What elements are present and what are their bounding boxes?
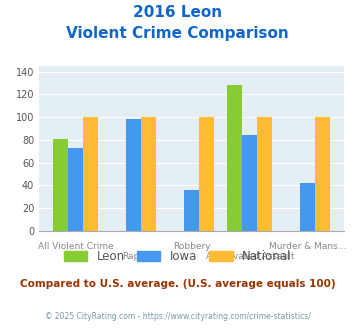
Bar xyxy=(315,117,331,231)
Text: 2016 Leon: 2016 Leon xyxy=(133,5,222,20)
Text: Aggravated Assault: Aggravated Assault xyxy=(206,252,294,261)
Bar xyxy=(53,139,68,231)
Bar xyxy=(300,183,315,231)
Bar xyxy=(227,85,242,231)
Text: Robbery: Robbery xyxy=(173,242,211,251)
Text: © 2025 CityRating.com - https://www.cityrating.com/crime-statistics/: © 2025 CityRating.com - https://www.city… xyxy=(45,312,310,321)
Bar xyxy=(141,117,156,231)
Text: Murder & Mans...: Murder & Mans... xyxy=(269,242,346,251)
Text: All Violent Crime: All Violent Crime xyxy=(38,242,114,251)
Bar xyxy=(126,119,141,231)
Text: Compared to U.S. average. (U.S. average equals 100): Compared to U.S. average. (U.S. average … xyxy=(20,279,335,289)
Bar xyxy=(199,117,214,231)
Bar xyxy=(257,117,272,231)
Text: Violent Crime Comparison: Violent Crime Comparison xyxy=(66,26,289,41)
Bar xyxy=(68,148,83,231)
Bar xyxy=(184,190,199,231)
Legend: Leon, Iowa, National: Leon, Iowa, National xyxy=(59,245,296,268)
Bar xyxy=(242,135,257,231)
Bar xyxy=(83,117,98,231)
Text: Rape: Rape xyxy=(122,252,145,261)
